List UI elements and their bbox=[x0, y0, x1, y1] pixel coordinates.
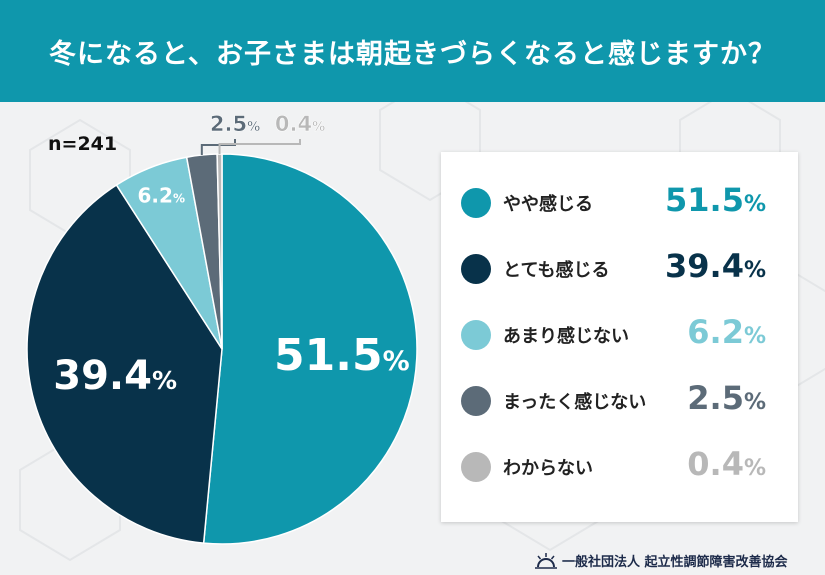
leader-line-4 bbox=[200, 139, 236, 156]
pie-slice-1 bbox=[202, 153, 418, 545]
legend-value-5: 0.4% bbox=[687, 445, 766, 483]
chart-legend: やや感じる 51.5% とても感じる 39.4% あまり感じない 6.2% まったく感じない… bbox=[441, 152, 798, 522]
legend-swatch-2 bbox=[461, 254, 491, 284]
pie-slice-label-1: 51.5% bbox=[274, 330, 410, 381]
legend-value-4: 2.5% bbox=[687, 379, 766, 417]
legend-value-2: 39.4% bbox=[665, 247, 766, 285]
legend-item-4: まったく感じない 2.5% bbox=[441, 372, 798, 432]
pie-slice-label-2: 39.4% bbox=[53, 353, 177, 399]
legend-swatch-3 bbox=[461, 320, 491, 350]
pie-slice-label-4: 2.5% bbox=[210, 112, 260, 136]
legend-item-1: やや感じる 51.5% bbox=[441, 174, 798, 234]
legend-label-4: まったく感じない bbox=[503, 392, 647, 413]
legend-item-3: あまり感じない 6.2% bbox=[441, 306, 798, 366]
page-title: 冬になると、お子さまは朝起きづらくなると感じますか？ bbox=[0, 0, 825, 102]
legend-label-3: あまり感じない bbox=[503, 326, 629, 347]
legend-item-2: とても感じる 39.4% bbox=[441, 240, 798, 300]
pie-slice-label-5: 0.4% bbox=[275, 112, 325, 136]
sample-size-label: n=241 bbox=[48, 133, 118, 155]
legend-swatch-5 bbox=[461, 452, 491, 482]
footer-credit: 一般社団法人 起立性調節障害改善協会 bbox=[535, 551, 788, 570]
legend-swatch-1 bbox=[461, 188, 491, 218]
legend-value-3: 6.2% bbox=[687, 313, 766, 351]
pie-slice-5 bbox=[216, 153, 223, 350]
legend-item-5: わからない 0.4% bbox=[441, 438, 798, 498]
legend-label-1: やや感じる bbox=[503, 194, 593, 215]
footer-org-name: 一般社団法人 起立性調節障害改善協会 bbox=[562, 555, 788, 570]
legend-value-1: 51.5% bbox=[665, 181, 766, 219]
legend-label-5: わからない bbox=[503, 458, 593, 479]
legend-label-2: とても感じる bbox=[503, 260, 610, 281]
leader-line-5 bbox=[218, 139, 301, 155]
sunrise-logo-icon bbox=[535, 552, 557, 569]
pie-slice-label-3: 6.2% bbox=[138, 184, 185, 208]
legend-swatch-4 bbox=[461, 386, 491, 416]
